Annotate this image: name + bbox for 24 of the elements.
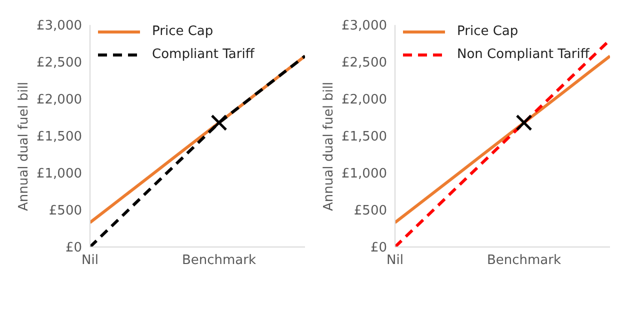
x-tick-label: Nil — [82, 253, 98, 268]
y-tick-label: £2,000 — [342, 92, 387, 108]
y-axis-title: Annual dual fuel bill — [322, 82, 337, 211]
y-tick-label: £2,500 — [342, 56, 387, 71]
x-tick-label: Benchmark — [182, 253, 256, 268]
y-tick-label: £3,000 — [342, 18, 387, 34]
x-tick-label: Nil — [386, 253, 404, 268]
legend-label: Compliant Tariff — [152, 47, 254, 62]
legend-label: Non Compliant Tariff — [457, 47, 590, 62]
y-tick-label: £0 — [65, 240, 82, 256]
y-axis-title: Annual dual fuel bill — [16, 82, 32, 211]
y-tick-label: £2,500 — [36, 56, 82, 71]
y-tick-label: £0 — [370, 240, 387, 256]
y-tick-label: £1,000 — [342, 166, 387, 182]
legend-label: Price Cap — [457, 24, 518, 39]
legend-label: Price Cap — [152, 24, 214, 39]
y-tick-label: £2,000 — [36, 92, 82, 108]
y-tick-label: £1,000 — [36, 166, 82, 182]
y-tick-label: £3,000 — [36, 18, 82, 34]
y-tick-label: £1,500 — [342, 130, 387, 145]
y-tick-label: £500 — [48, 204, 82, 219]
x-tick-label: Benchmark — [486, 253, 562, 268]
y-tick-label: £500 — [354, 204, 387, 219]
y-tick-label: £1,500 — [36, 130, 82, 145]
